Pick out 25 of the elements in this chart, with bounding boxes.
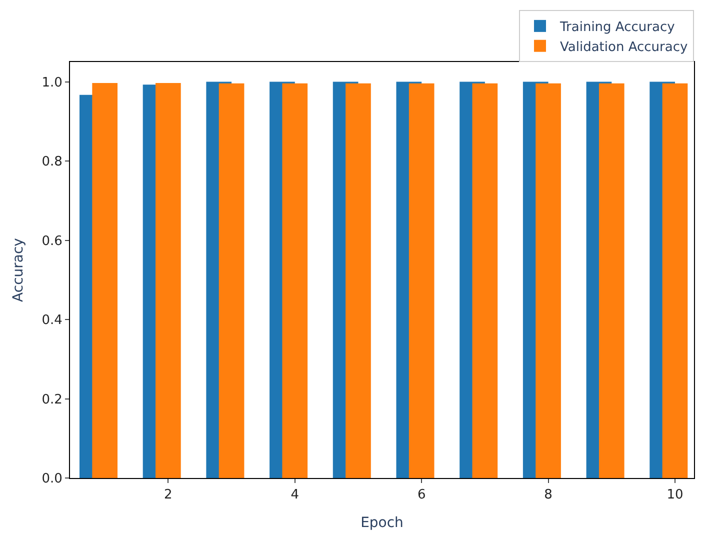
x-tick-label: 6 <box>417 488 426 503</box>
x-tick-label: 10 <box>666 488 684 503</box>
bar <box>598 83 624 478</box>
y-tick-label: 0.0 <box>42 472 62 487</box>
bar <box>282 83 308 478</box>
y-tick-label: 0.4 <box>42 313 62 328</box>
bar <box>156 83 181 478</box>
x-tick-label: 2 <box>164 488 172 503</box>
y-tick-label: 0.8 <box>42 154 62 170</box>
bar <box>346 83 371 478</box>
y-tick-label: 0.2 <box>42 392 62 408</box>
bar <box>408 83 434 478</box>
bar <box>218 83 244 478</box>
y-axis-title: Accuracy <box>10 238 26 302</box>
legend-label: Validation Accuracy <box>560 40 688 55</box>
bar <box>536 83 561 478</box>
legend-label: Training Accuracy <box>559 20 676 36</box>
x-axis-title: Epoch <box>360 514 404 531</box>
y-tick-label: 0.6 <box>42 234 62 249</box>
x-tick-label: 4 <box>290 488 300 503</box>
y-tick-label: 1.0 <box>42 75 62 90</box>
bar <box>92 83 118 478</box>
x-tick-label: 8 <box>544 488 552 503</box>
bar <box>662 83 688 478</box>
bar <box>472 83 498 478</box>
